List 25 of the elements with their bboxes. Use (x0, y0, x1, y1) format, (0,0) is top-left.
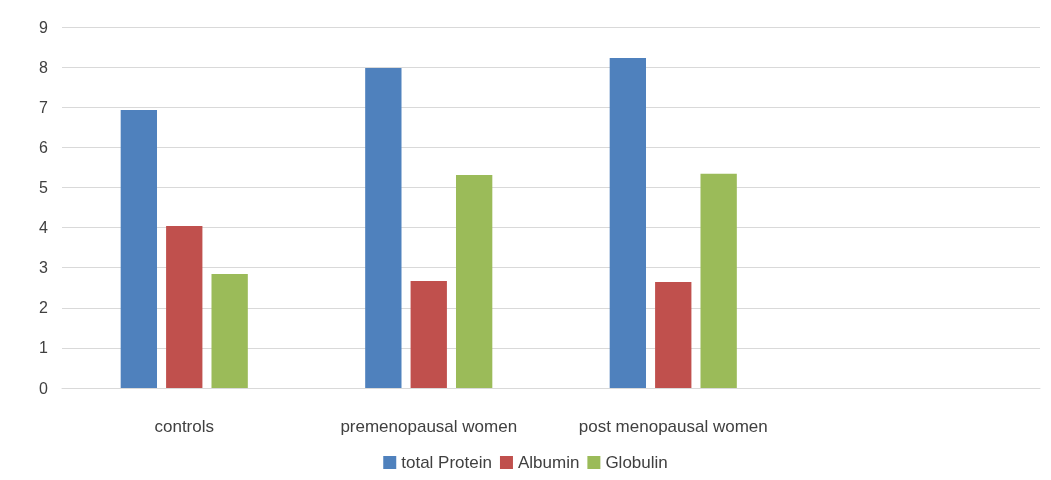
bar (211, 274, 248, 388)
y-tick-label: 4 (39, 219, 49, 237)
y-tick-label: 0 (39, 379, 49, 397)
y-tick-label: 9 (39, 18, 49, 36)
x-tick-label: controls (154, 417, 215, 436)
bar (166, 225, 203, 388)
y-tick-label: 2 (39, 299, 49, 317)
y-tick-label: 1 (39, 339, 49, 357)
legend-label: Albumin (517, 453, 580, 472)
bar (365, 67, 402, 388)
y-tick-label: 7 (39, 98, 49, 116)
y-tick-label: 6 (39, 138, 49, 156)
bar (700, 173, 737, 388)
legend-label: total Protein (401, 453, 492, 472)
bar (655, 282, 692, 388)
y-tick-label: 3 (39, 259, 49, 277)
y-tick-label: 8 (39, 58, 49, 76)
y-tick-label: 5 (39, 178, 49, 196)
bar (120, 110, 158, 388)
bar (455, 175, 493, 388)
bar (410, 280, 447, 388)
x-tick-label: post menopausal women (578, 417, 768, 436)
x-tick-label: premenopausal women (340, 417, 518, 436)
legend-label: Globulin (605, 453, 668, 472)
bar (609, 57, 647, 388)
